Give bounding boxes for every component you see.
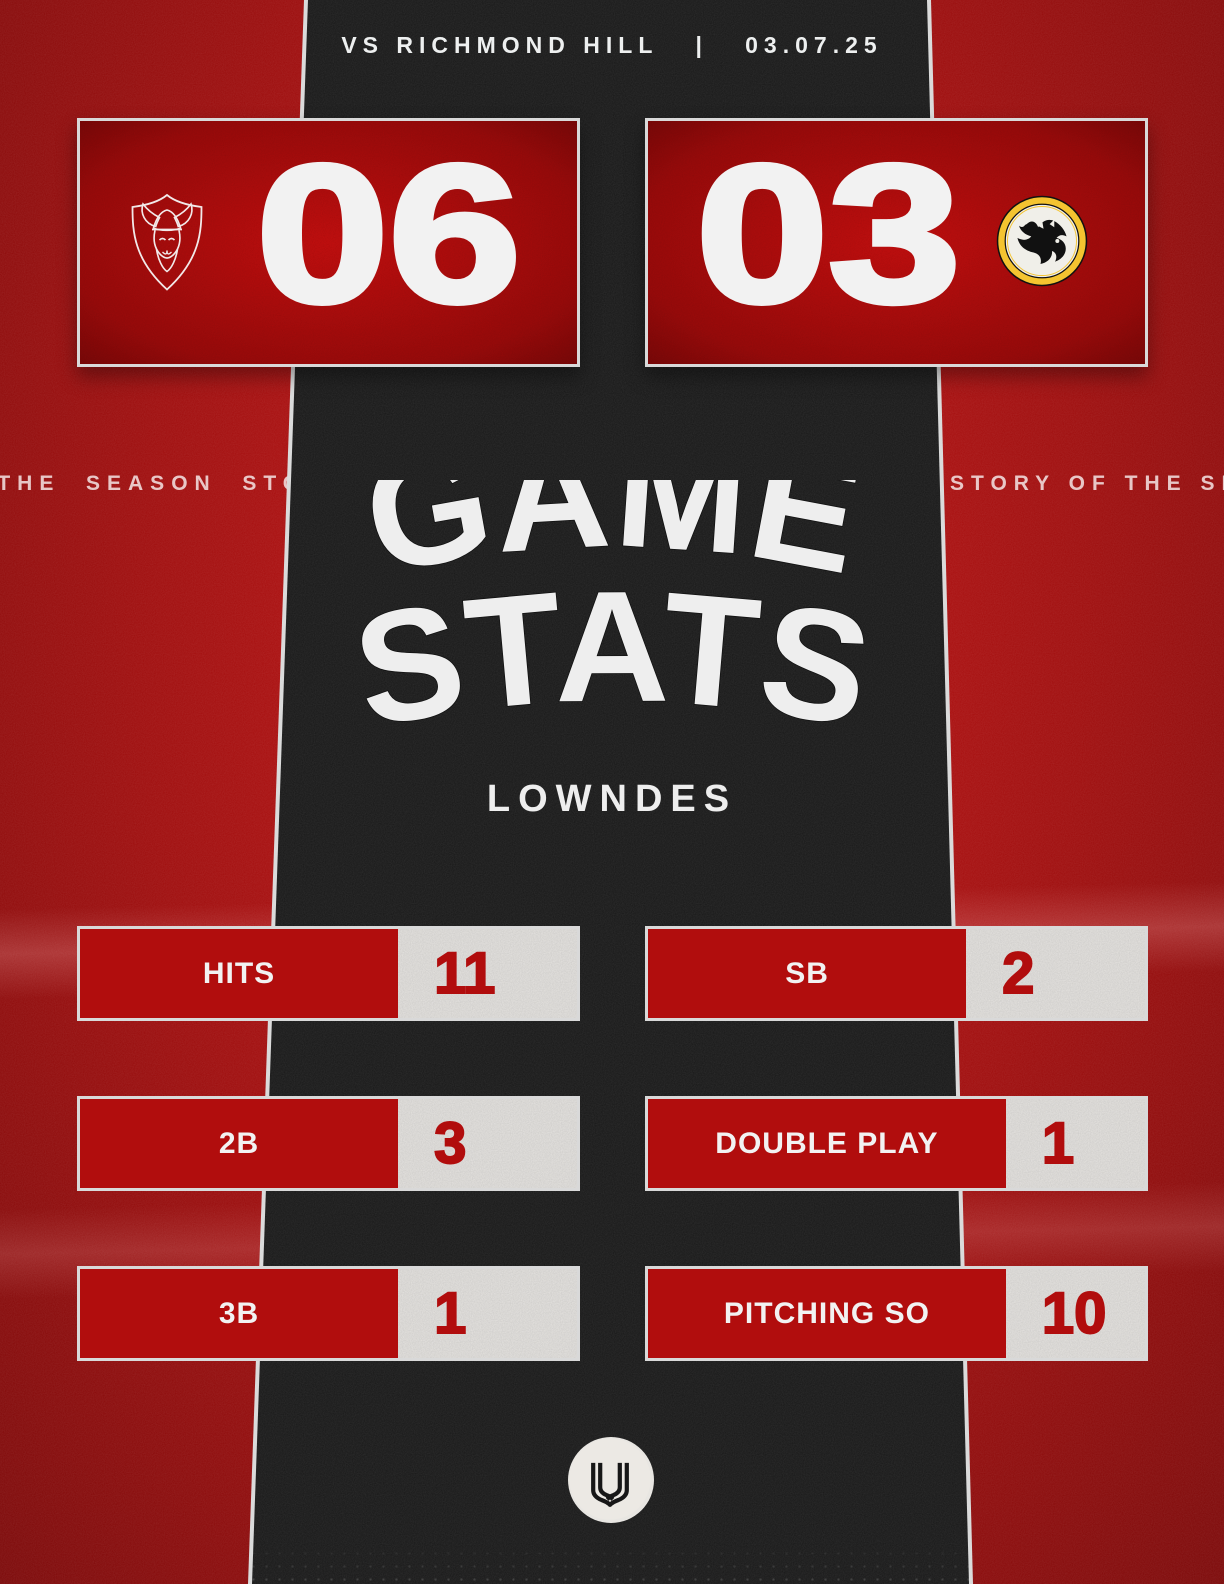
svg-text:STATS: STATS [342,559,882,761]
